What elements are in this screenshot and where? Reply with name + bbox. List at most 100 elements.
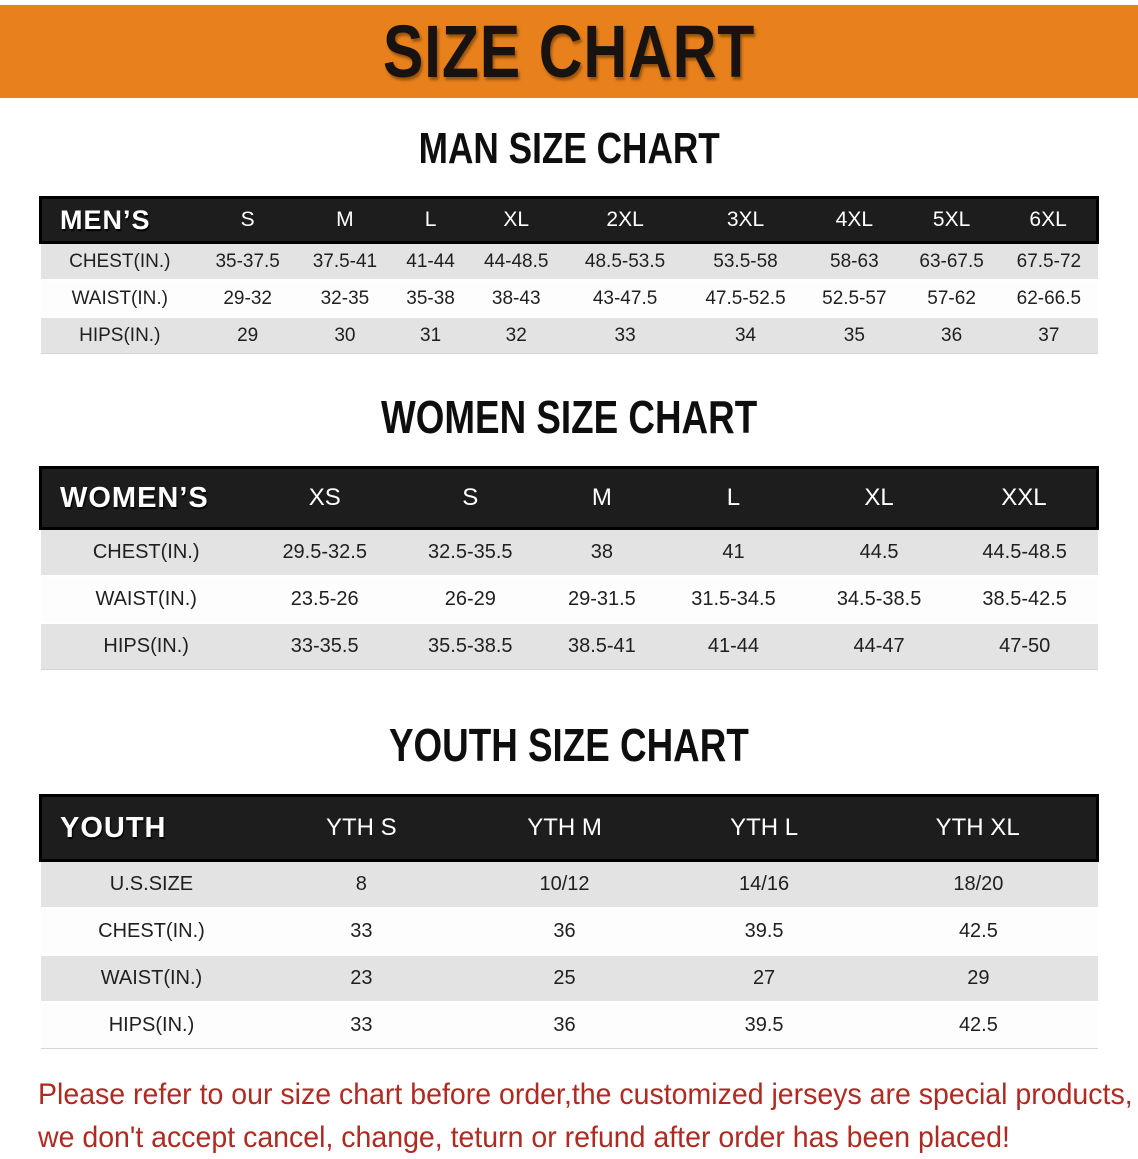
measurement-value: 41 xyxy=(722,541,745,563)
measurement-value: 63-67.5 xyxy=(919,250,984,272)
measurement-value: 32.5-35.5 xyxy=(428,541,513,563)
measurement-value: 26-29 xyxy=(444,588,496,610)
measurement-value: 10/12 xyxy=(539,873,590,895)
measurement-value: 58-63 xyxy=(830,250,879,272)
measurement-value: 34.5-38.5 xyxy=(836,588,922,610)
youth-section-heading-text: YOUTH SIZE CHART xyxy=(389,719,749,771)
men-section-heading: MAN SIZE CHART xyxy=(0,124,1138,174)
order-notice: Please refer to our size chart before or… xyxy=(38,1073,1133,1159)
measurement-value: 43-47.5 xyxy=(592,287,658,309)
measurement-value: 36 xyxy=(941,324,963,346)
size-header-cell: XL xyxy=(467,196,565,244)
measurement-value: 31.5-34.5 xyxy=(691,588,776,610)
measurement-row: U.S.SIZE 8 10/12 14/16 18/20 xyxy=(40,860,1098,908)
measurement-value: 41-44 xyxy=(707,635,760,657)
measurement-row: HIPS(IN.) 29 30 31 32 33 34 35 36 37 xyxy=(40,317,1098,354)
measurement-value: 67.5-72 xyxy=(1016,250,1082,272)
measurement-label: HIPS(IN.) xyxy=(79,324,161,346)
size-header-cell: YTH S xyxy=(262,794,461,862)
measurement-value: 29-32 xyxy=(223,287,272,309)
measurement-row: CHEST(IN.) 35-37.5 37.5-41 41-44 44-48.5 48.5… xyxy=(40,242,1098,280)
women-size-table: WOMEN’S XS S M L XL XXL CHEST(IN.) 29.5-32.5 32.5… xyxy=(38,466,1099,670)
measurement-value: 33 xyxy=(350,920,373,942)
measurement-value: 53.5-58 xyxy=(713,250,778,272)
measurement-value: 18/20 xyxy=(953,873,1004,895)
size-header-cell: 4XL xyxy=(805,196,903,244)
table-title-cell: YOUTH xyxy=(39,794,263,862)
measurement-value: 32 xyxy=(505,324,527,346)
measurement-value: 44-48.5 xyxy=(484,250,549,272)
size-header-cell: YTH XL xyxy=(859,794,1100,862)
measurement-row: WAIST(IN.) 23.5-26 26-29 29-31.5 31.5-34.5 34… xyxy=(40,576,1098,623)
measurement-row: WAIST(IN.) 29-32 32-35 35-38 38-43 43-47.5 47.… xyxy=(40,280,1098,317)
measurement-value: 29 xyxy=(967,967,990,989)
size-header-cell: 6XL xyxy=(1000,196,1100,244)
size-header-cell: YTH L xyxy=(668,794,860,862)
size-header-cell: XXL xyxy=(951,466,1099,530)
measurement-value: 37.5-41 xyxy=(312,250,378,272)
measurement-row: HIPS(IN.) 33-35.5 35.5-38.5 38.5-41 41-44 44-… xyxy=(40,623,1098,670)
measurement-value: 27 xyxy=(752,967,776,989)
size-header-cell: XS xyxy=(251,466,398,530)
table-header-row: WOMEN’S XS S M L XL XXL xyxy=(38,466,1099,530)
measurement-value: 36 xyxy=(553,1014,576,1036)
size-header-cell: S xyxy=(199,196,297,244)
measurement-value: 57-62 xyxy=(927,287,976,309)
measurement-value: 44-47 xyxy=(853,635,905,657)
page-title: SIZE CHART xyxy=(382,10,756,93)
size-header-cell: 3XL xyxy=(685,196,806,244)
measurement-row: CHEST(IN.) 29.5-32.5 32.5-35.5 38 41 44.5 44.5… xyxy=(40,528,1098,576)
measurement-value: 38-43 xyxy=(491,287,541,309)
measurement-label: WAIST(IN.) xyxy=(95,588,197,610)
measurement-value: 35 xyxy=(843,324,865,346)
table-header-row: MEN’S S M L XL 2XL 3XL 4XL 5XL 6XL xyxy=(39,196,1100,244)
men-size-table: MEN’S S M L XL 2XL 3XL 4XL 5XL 6XL CHEST(IN.) 35-37… xyxy=(39,196,1100,354)
measurement-value: 38 xyxy=(590,541,613,563)
measurement-value: 29 xyxy=(237,324,259,346)
measurement-label: CHEST(IN.) xyxy=(69,250,171,272)
measurement-value: 33-35.5 xyxy=(290,635,359,657)
measurement-label: CHEST(IN.) xyxy=(92,541,200,563)
measurement-value: 32-35 xyxy=(320,287,370,309)
size-header-cell: L xyxy=(393,196,468,244)
size-header-cell: S xyxy=(397,466,544,530)
measurement-value: 41-44 xyxy=(406,250,455,272)
size-header-cell: 5XL xyxy=(902,196,1001,244)
measurement-value: 29.5-32.5 xyxy=(282,541,367,563)
measurement-value: 8 xyxy=(355,873,367,895)
section-youth: YOUTH SIZE CHART YOUTH YTH S YTH M YTH L YTH… xyxy=(0,718,1138,1049)
measurement-label: HIPS(IN.) xyxy=(103,635,189,657)
women-section-heading-text: WOMEN SIZE CHART xyxy=(380,391,758,443)
measurement-value: 29-31.5 xyxy=(567,588,636,610)
measurement-value: 47-50 xyxy=(999,635,1051,657)
measurement-value: 37 xyxy=(1038,324,1060,346)
measurement-value: 42.5 xyxy=(958,920,998,942)
measurement-value: 33 xyxy=(614,324,636,346)
size-header-cell: L xyxy=(660,466,807,530)
size-header-cell: M xyxy=(296,196,394,244)
measurement-value: 35.5-38.5 xyxy=(428,635,513,657)
measurement-value: 14/16 xyxy=(739,873,790,895)
measurement-value: 35-38 xyxy=(406,287,455,309)
measurement-value: 42.5 xyxy=(958,1014,998,1036)
measurement-value: 34 xyxy=(734,324,757,346)
youth-section-heading: YOUTH SIZE CHART xyxy=(0,718,1138,772)
measurement-label: HIPS(IN.) xyxy=(108,1014,195,1036)
measurement-value: 39.5 xyxy=(744,920,784,942)
measurement-value: 44.5-48.5 xyxy=(982,541,1067,563)
measurement-value: 31 xyxy=(420,324,442,346)
measurement-row: HIPS(IN.) 33 36 39.5 42.5 xyxy=(40,1002,1098,1049)
measurement-value: 62-66.5 xyxy=(1016,287,1082,309)
size-chart-page: SIZE CHART MAN SIZE CHART MEN’S S M L XL 2XL 3… xyxy=(0,5,1138,1159)
measurement-value: 33 xyxy=(350,1014,373,1036)
men-section-heading-text: MAN SIZE CHART xyxy=(418,124,720,173)
measurement-value: 23 xyxy=(350,967,373,989)
banner: SIZE CHART xyxy=(0,5,1138,98)
measurement-row: WAIST(IN.) 23 25 27 29 xyxy=(40,955,1098,1002)
measurement-value: 48.5-53.5 xyxy=(584,250,666,272)
measurement-value: 38.5-41 xyxy=(567,635,636,657)
women-section-heading: WOMEN SIZE CHART xyxy=(0,390,1138,444)
youth-size-table: YOUTH YTH S YTH M YTH L YTH XL U.S.SIZE 8 10/12… xyxy=(39,794,1100,1049)
size-header-cell: YTH M xyxy=(460,794,669,862)
measurement-value: 36 xyxy=(553,920,576,942)
